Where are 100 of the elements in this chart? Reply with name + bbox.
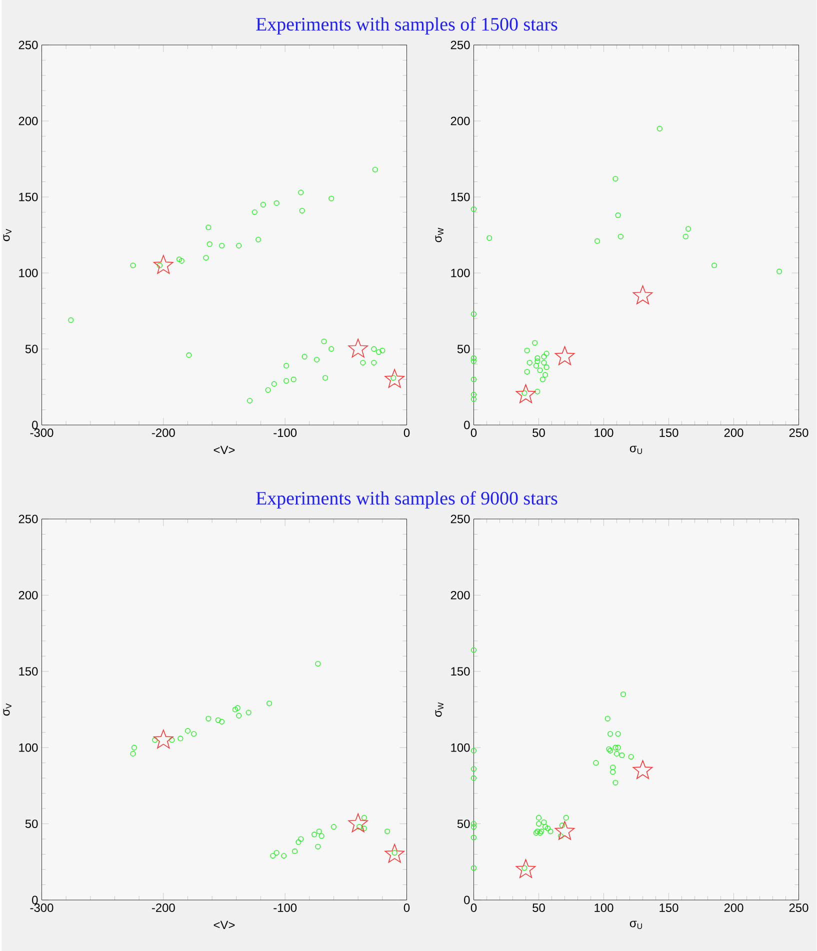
x-axis-title: <V>: [214, 920, 235, 930]
y-tick-label: 250: [450, 514, 470, 524]
x-tick-label: 0: [471, 428, 477, 437]
point: [541, 819, 547, 826]
point: [544, 350, 550, 356]
point: [558, 833, 564, 839]
point: [328, 196, 334, 202]
y-axis-title: σ$_{W}$: [435, 702, 444, 717]
point: [554, 821, 575, 840]
x-tick-label: -200: [152, 904, 176, 912]
y-tick-label: 100: [19, 268, 38, 278]
x-tick-label: 150: [660, 904, 678, 912]
point: [486, 235, 492, 241]
point: [321, 338, 327, 344]
point: [536, 814, 542, 820]
y-tick-label: 200: [18, 116, 38, 126]
y-axis-title: σ$_{V}$: [3, 703, 12, 716]
point: [471, 766, 477, 772]
y-tick-label: 200: [18, 590, 38, 600]
point: [632, 760, 653, 779]
point: [612, 176, 618, 182]
y-tick-label: 50: [26, 344, 38, 354]
point: [471, 311, 477, 317]
point: [372, 166, 378, 172]
point: [191, 731, 197, 737]
point: [328, 346, 334, 352]
point: [234, 705, 241, 711]
x-tick-label: -200: [152, 428, 176, 437]
x-tick-label: 100: [594, 428, 614, 437]
y-tick-label: 100: [451, 743, 470, 752]
point: [471, 358, 477, 364]
point: [356, 824, 362, 830]
point: [541, 354, 547, 360]
point: [526, 360, 533, 366]
point: [265, 387, 271, 393]
point: [314, 356, 320, 362]
y-tick-label: 100: [451, 268, 470, 278]
point: [686, 226, 692, 232]
point: [290, 376, 297, 382]
point: [203, 254, 209, 261]
point: [545, 826, 551, 832]
point: [471, 820, 477, 827]
point: [533, 362, 540, 369]
point: [281, 853, 287, 859]
x-axis-title: σ$_{U}$: [630, 446, 642, 454]
point: [516, 384, 536, 404]
point: [618, 234, 624, 240]
point: [284, 378, 290, 384]
point: [559, 822, 566, 828]
point: [236, 712, 242, 718]
point: [315, 660, 321, 667]
point: [612, 744, 618, 750]
point: [471, 376, 477, 382]
y-tick-label: 150: [451, 667, 470, 676]
point: [157, 262, 163, 268]
x-tick-label: 200: [724, 904, 744, 912]
point: [322, 375, 328, 381]
point: [132, 744, 138, 750]
y-axis-title: σ$_{W}$: [435, 228, 444, 242]
point: [524, 368, 530, 375]
point: [316, 828, 322, 834]
y-tick-label: 100: [19, 743, 38, 752]
point: [540, 376, 546, 382]
y-tick-label: 150: [19, 192, 38, 202]
point: [537, 367, 543, 374]
point: [176, 256, 182, 262]
point: [169, 737, 175, 743]
x-tick-label: -300: [30, 904, 54, 912]
point: [130, 750, 136, 756]
point: [152, 737, 158, 743]
point: [380, 348, 386, 354]
point: [298, 190, 304, 196]
point: [296, 839, 302, 845]
point: [312, 832, 318, 838]
point: [615, 744, 621, 750]
point: [68, 317, 74, 323]
point: [544, 364, 550, 370]
point: [534, 358, 540, 364]
point: [302, 354, 308, 360]
point: [593, 760, 599, 766]
point: [619, 752, 625, 758]
point: [376, 349, 382, 355]
point: [656, 126, 663, 132]
y-tick-label: 250: [18, 40, 38, 50]
point: [266, 700, 272, 706]
y-tick-label: 150: [19, 667, 38, 676]
chart-title: Experiments with samples of 9000 stars: [256, 491, 558, 508]
y-tick-label: 50: [458, 344, 470, 354]
y-tick-label: 250: [18, 514, 38, 524]
point: [348, 338, 368, 358]
point: [632, 285, 653, 304]
point: [246, 710, 252, 716]
x-tick-label: 50: [532, 904, 546, 912]
point: [534, 388, 540, 394]
point: [615, 731, 621, 737]
point: [471, 392, 477, 398]
y-axis-title: σ$_{V}$: [3, 228, 12, 242]
point: [315, 844, 321, 850]
point: [256, 236, 262, 242]
point: [360, 360, 366, 366]
